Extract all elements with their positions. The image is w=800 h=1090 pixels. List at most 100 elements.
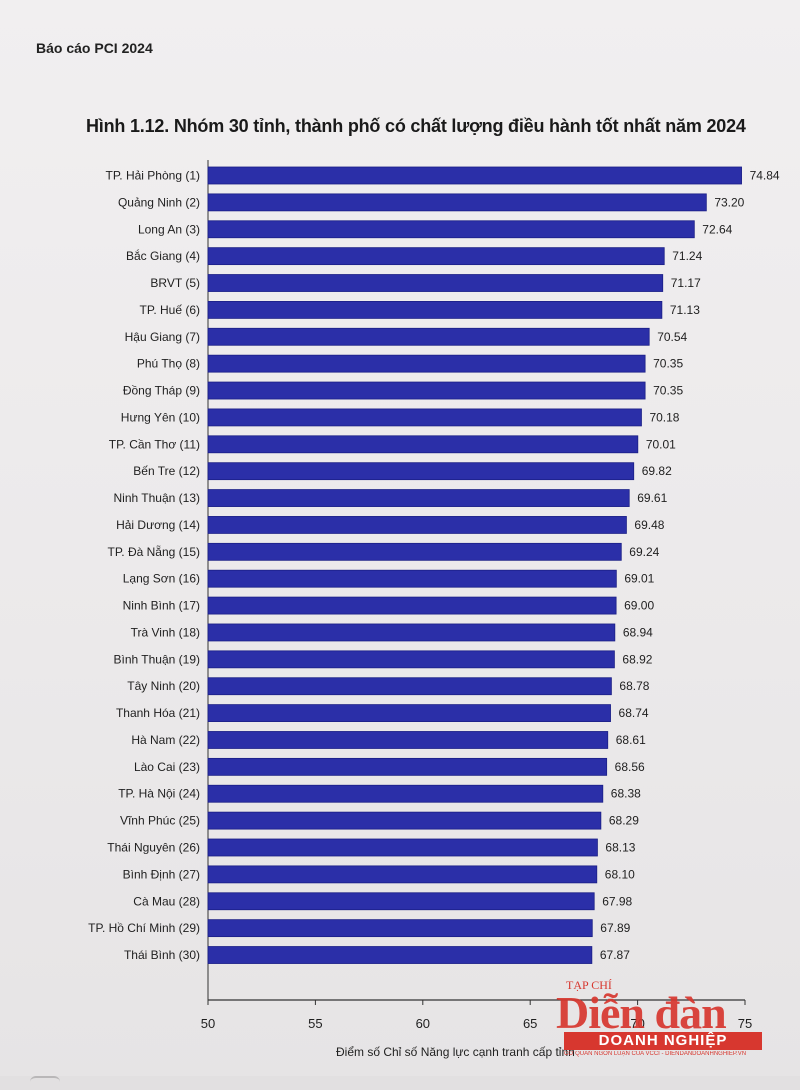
category-label-25: Vĩnh Phúc (25): [120, 814, 200, 828]
watermark-brand-text: Diễn đàn: [556, 987, 727, 1038]
bar-28: [207, 892, 595, 911]
bar-30: [207, 946, 593, 964]
x-tick-label-65: 65: [523, 1016, 537, 1031]
bar-11: [207, 435, 639, 454]
category-label-12: Bến Tre (12): [133, 464, 200, 478]
value-label-7: 70.54: [657, 330, 687, 344]
bar-3: [207, 220, 695, 239]
report-header: Báo cáo PCI 2024: [36, 40, 153, 56]
figure-title: Hình 1.12. Nhóm 30 tỉnh, thành phố có ch…: [86, 116, 746, 136]
publisher-watermark-logo: TẠP CHÍ Diễn đàn DOANH NGHIỆP CƠ QUAN NG…: [556, 978, 772, 1058]
value-label-8: 70.35: [653, 357, 683, 371]
bar-18: [207, 623, 616, 642]
value-label-29: 67.89: [600, 921, 630, 935]
bar-22: [207, 731, 609, 749]
bar-19: [207, 650, 615, 669]
bar-6: [207, 300, 663, 319]
category-label-6: TP. Huế (6): [140, 303, 200, 317]
value-label-9: 70.35: [653, 384, 683, 398]
bar-12: [207, 462, 635, 481]
value-label-19: 68.92: [622, 652, 652, 666]
category-label-13: Ninh Thuận (13): [114, 491, 201, 505]
watermark-small-text: TẠP CHÍ: [566, 978, 612, 992]
category-label-17: Ninh Bình (17): [123, 599, 200, 613]
x-tick-label-75: 75: [738, 1016, 752, 1031]
page-bottom-edge: [0, 1076, 800, 1090]
value-label-24: 68.38: [611, 787, 641, 801]
bar-21: [207, 704, 611, 722]
x-axis-title: Điểm số Chỉ số Năng lực cạnh tranh cấp t…: [336, 1045, 575, 1059]
watermark-bar-text: DOANH NGHIỆP: [564, 1032, 762, 1050]
category-label-30: Thái Bình (30): [124, 948, 200, 962]
category-label-1: TP. Hải Phòng (1): [106, 169, 201, 183]
category-label-21: Thanh Hóa (21): [116, 706, 200, 720]
value-label-18: 68.94: [623, 625, 653, 639]
category-label-29: TP. Hồ Chí Minh (29): [88, 921, 200, 935]
value-label-11: 70.01: [646, 437, 676, 451]
bar-5: [207, 274, 664, 292]
category-label-10: Hưng Yên (10): [121, 410, 200, 424]
bar-27: [207, 865, 598, 884]
category-label-5: BRVT (5): [150, 276, 200, 290]
bar-7: [207, 327, 650, 346]
bar-2: [207, 193, 707, 212]
value-label-17: 69.00: [624, 599, 654, 613]
value-label-12: 69.82: [642, 464, 672, 478]
value-label-25: 68.29: [609, 814, 639, 828]
category-label-27: Bình Định (27): [123, 867, 200, 881]
category-label-20: Tây Ninh (20): [127, 679, 200, 693]
value-label-1: 74.84: [750, 169, 780, 183]
value-label-27: 68.10: [605, 867, 635, 881]
value-label-22: 68.61: [616, 733, 646, 747]
category-label-19: Bình Thuận (19): [113, 652, 200, 666]
x-tick-label-50: 50: [201, 1016, 215, 1031]
value-label-14: 69.48: [634, 518, 664, 532]
category-label-28: Cà Mau (28): [133, 894, 200, 908]
bar-20: [207, 677, 612, 696]
category-label-15: TP. Đà Nẵng (15): [108, 544, 201, 559]
value-label-15: 69.24: [629, 545, 659, 559]
x-tick-label-55: 55: [308, 1016, 322, 1031]
bar-4: [207, 247, 665, 266]
watermark-tagline: CƠ QUAN NGÔN LUẬN CỦA VCCI - DIENDANDOAN…: [564, 1051, 747, 1057]
value-label-6: 71.13: [670, 303, 700, 317]
category-label-4: Bắc Giang (4): [126, 248, 200, 263]
category-label-22: Hà Nam (22): [131, 733, 200, 747]
bar-10: [207, 408, 642, 427]
category-label-26: Thái Nguyên (26): [107, 841, 200, 855]
category-label-23: Lào Cai (23): [134, 760, 200, 774]
bar-25: [207, 811, 602, 830]
value-label-26: 68.13: [605, 841, 635, 855]
bar-15: [207, 542, 622, 561]
category-label-2: Quảng Ninh (2): [118, 195, 200, 209]
bar-29: [207, 919, 593, 938]
value-label-21: 68.74: [619, 706, 649, 720]
value-label-30: 67.87: [600, 948, 630, 962]
value-label-23: 68.56: [615, 760, 645, 774]
bar-9: [207, 381, 646, 400]
category-label-14: Hải Dương (14): [116, 518, 200, 532]
category-label-8: Phú Thọ (8): [137, 357, 200, 371]
value-label-3: 72.64: [702, 222, 732, 236]
category-label-11: TP. Cần Thơ (11): [109, 437, 200, 451]
value-label-2: 73.20: [714, 195, 744, 209]
bar-13: [207, 489, 630, 507]
bar-14: [207, 516, 627, 534]
page-corner-icon: [30, 1076, 60, 1090]
value-label-4: 71.24: [672, 249, 702, 263]
value-label-20: 68.78: [619, 679, 649, 693]
bar-26: [207, 838, 598, 857]
category-label-7: Hậu Giang (7): [125, 330, 200, 344]
bar-1: [207, 166, 742, 185]
category-label-18: Trà Vinh (18): [131, 625, 200, 639]
x-tick-label-70: 70: [630, 1016, 644, 1031]
category-label-3: Long An (3): [138, 222, 200, 236]
value-label-28: 67.98: [602, 894, 632, 908]
value-label-10: 70.18: [649, 410, 679, 424]
bar-17: [207, 596, 617, 615]
category-label-24: TP. Hà Nội (24): [118, 787, 200, 801]
bar-16: [207, 569, 617, 588]
value-label-5: 71.17: [671, 276, 701, 290]
